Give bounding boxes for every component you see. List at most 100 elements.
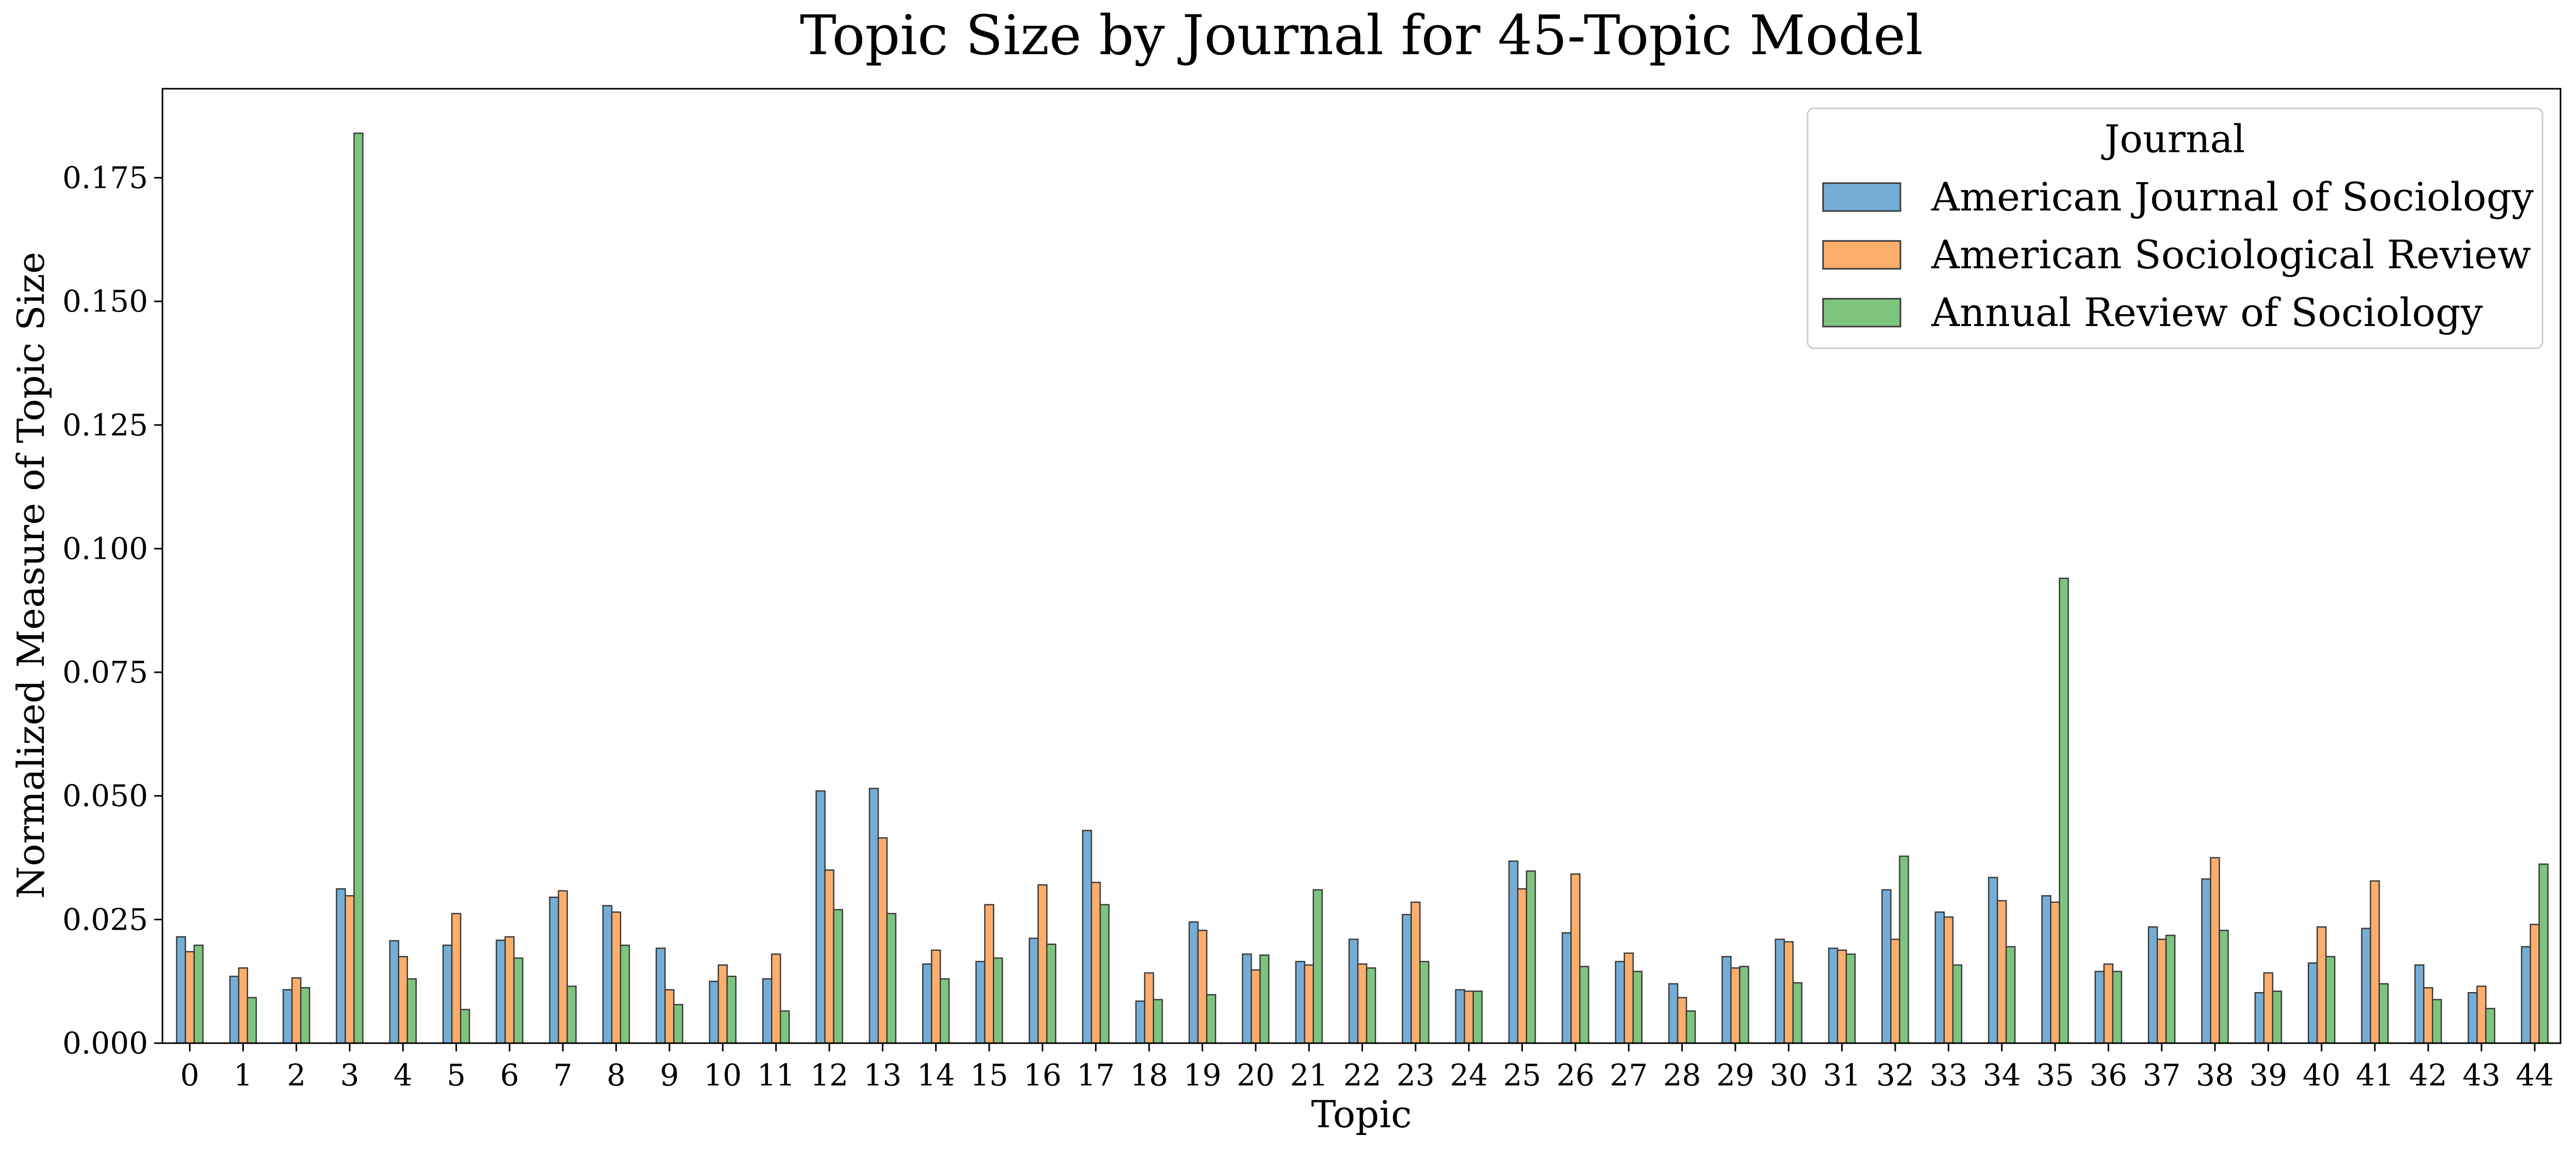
bar-topic-16-series-0 (1028, 937, 1039, 1044)
x-tick-label: 26 (1556, 1058, 1595, 1093)
bar-topic-43-series-0 (2467, 992, 2478, 1044)
x-tick-label: 42 (2409, 1058, 2447, 1093)
bar-topic-21-series-0 (1295, 961, 1305, 1044)
bar-topic-42-series-2 (2432, 999, 2442, 1044)
x-tick-label: 37 (2143, 1058, 2181, 1093)
bar-topic-44-series-0 (2521, 946, 2531, 1044)
bar-topic-30-series-1 (1783, 941, 1794, 1044)
x-tick-label: 40 (2303, 1058, 2341, 1093)
x-ticks-group: 0 1 2 3 4 5 6 7 8 9 10 11 12 13 14 15 16 17 18 19 20 21 22 23 24… (181, 1043, 2554, 1093)
bar-topic-37-series-1 (2156, 938, 2167, 1044)
y-tick-label: 0.125 (62, 408, 148, 443)
bar-topic-42-series-0 (2414, 964, 2425, 1044)
bar-topic-11-series-0 (762, 978, 773, 1044)
bar-topic-31-series-1 (1836, 949, 1847, 1044)
y-ticks-group: 0.000 0.025 0.050 0.075 0.100 0.125 0.150 0.175 (62, 160, 162, 1061)
x-tick-label: 39 (2249, 1058, 2287, 1093)
x-tick-label: 41 (2356, 1058, 2394, 1093)
bar-topic-13-series-2 (886, 913, 897, 1044)
x-tick-label: 4 (393, 1058, 413, 1093)
y-tick-label: 0.000 (62, 1026, 148, 1061)
y-tick-label: 0.100 (62, 531, 148, 566)
bar-topic-43-series-1 (2476, 985, 2487, 1044)
bar-topic-27-series-0 (1615, 961, 1625, 1044)
bar-topic-2-series-1 (291, 977, 302, 1044)
bar-topic-29-series-0 (1721, 956, 1732, 1044)
bar-topic-18-series-2 (1153, 999, 1163, 1044)
bar-topic-36-series-0 (2094, 970, 2105, 1044)
legend-swatch (1822, 240, 1901, 270)
bar-topic-6-series-0 (496, 939, 506, 1044)
bar-topic-17-series-0 (1082, 830, 1092, 1044)
bar-topic-17-series-2 (1100, 904, 1110, 1044)
x-axis-label: Topic (1311, 1093, 1412, 1136)
x-tick-label: 18 (1130, 1058, 1168, 1093)
bar-topic-42-series-1 (2423, 987, 2434, 1044)
bar-topic-1-series-0 (229, 976, 240, 1044)
bar-topic-31-series-2 (1845, 953, 1856, 1044)
bar-topic-41-series-1 (2370, 880, 2380, 1044)
x-tick-label: 31 (1823, 1058, 1861, 1093)
bar-topic-9-series-1 (664, 989, 675, 1044)
bar-topic-19-series-2 (1206, 994, 1217, 1044)
bar-topic-30-series-0 (1775, 938, 1785, 1044)
bar-topic-10-series-2 (726, 976, 737, 1044)
legend-title: Journal (2101, 117, 2245, 161)
bar-topic-38-series-2 (2219, 930, 2229, 1044)
bar-topic-40-series-0 (2307, 962, 2318, 1044)
bar-topic-11-series-1 (771, 953, 781, 1044)
bar-topic-22-series-0 (1348, 938, 1359, 1044)
x-tick-label: 30 (1769, 1058, 1808, 1093)
bar-topic-25-series-2 (1525, 870, 1536, 1044)
x-tick-label: 8 (606, 1058, 626, 1093)
x-tick-label: 35 (2036, 1058, 2074, 1093)
bar-topic-25-series-0 (1508, 861, 1519, 1044)
bar-topic-36-series-2 (2112, 970, 2123, 1044)
bar-topic-11-series-2 (780, 1010, 790, 1044)
x-tick-label: 9 (660, 1058, 679, 1093)
bar-topic-35-series-0 (2041, 895, 2052, 1044)
x-tick-label: 44 (2516, 1058, 2554, 1093)
bar-topic-24-series-0 (1455, 989, 1465, 1044)
legend-entry-label: Annual Review of Sociology (1931, 289, 2483, 335)
bar-topic-41-series-0 (2361, 928, 2371, 1044)
bar-topic-37-series-0 (2147, 926, 2158, 1044)
bar-topic-7-series-2 (566, 985, 577, 1044)
bar-topic-29-series-2 (1739, 966, 1749, 1044)
bar-topic-34-series-2 (2005, 946, 2016, 1044)
x-tick-label: 38 (2196, 1058, 2234, 1093)
bar-topic-15-series-0 (975, 961, 986, 1044)
bar-topic-7-series-1 (557, 890, 568, 1044)
bar-topic-38-series-0 (2201, 878, 2211, 1044)
bar-topic-26-series-2 (1579, 966, 1589, 1044)
bar-topic-23-series-1 (1410, 901, 1421, 1044)
x-tick-label: 11 (757, 1058, 795, 1093)
bar-topic-41-series-2 (2378, 983, 2389, 1044)
x-tick-label: 12 (810, 1058, 848, 1093)
bar-topic-35-series-2 (2059, 577, 2069, 1044)
y-tick-label: 0.025 (62, 902, 148, 937)
bar-topic-6-series-2 (513, 957, 523, 1044)
x-tick-label: 43 (2463, 1058, 2501, 1093)
x-tick-label: 6 (500, 1058, 519, 1093)
y-tick-label: 0.150 (62, 284, 148, 319)
x-tick-label: 20 (1237, 1058, 1275, 1093)
bar-topic-9-series-0 (655, 947, 666, 1044)
x-tick-label: 16 (1024, 1058, 1062, 1093)
bar-topic-26-series-1 (1570, 873, 1581, 1044)
x-tick-label: 3 (340, 1058, 359, 1093)
bar-topic-31-series-0 (1828, 947, 1839, 1044)
bar-topic-2-series-2 (300, 987, 310, 1044)
chart-title: Topic Size by Journal for 45-Topic Model (800, 4, 1923, 67)
bar-topic-27-series-1 (1623, 952, 1634, 1044)
legend-swatch (1822, 182, 1901, 212)
bar-topic-32-series-0 (1881, 889, 1892, 1044)
bar-topic-16-series-2 (1046, 944, 1057, 1044)
bar-topic-40-series-1 (2316, 926, 2327, 1044)
legend: Journal American Journal of Sociology Ame… (1807, 107, 2544, 349)
bar-topic-2-series-0 (282, 989, 293, 1044)
bar-topic-10-series-0 (709, 980, 719, 1044)
bar-topic-9-series-2 (673, 1003, 683, 1044)
x-tick-label: 17 (1077, 1058, 1115, 1093)
